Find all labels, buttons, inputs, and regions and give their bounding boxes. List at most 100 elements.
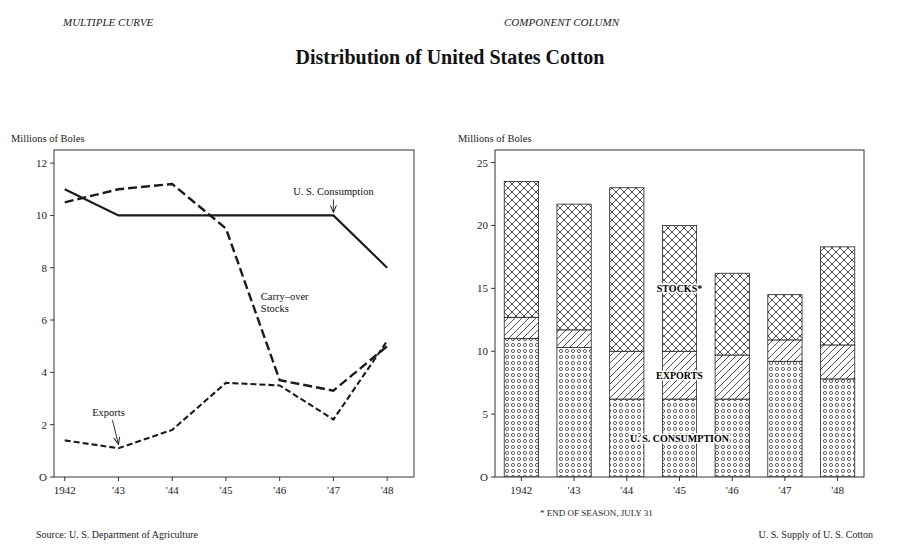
plot-frame bbox=[54, 150, 414, 477]
segment-label: STOCKS* bbox=[657, 283, 702, 294]
text-line: Carry–over bbox=[261, 291, 309, 302]
bar-segment bbox=[504, 317, 538, 338]
y-tick bbox=[491, 225, 495, 226]
bar-segment bbox=[821, 247, 855, 345]
x-tick-label: '46 bbox=[726, 484, 739, 496]
bar-segment bbox=[610, 351, 644, 399]
segment-label: EXPORTS bbox=[656, 370, 703, 381]
x-tick bbox=[387, 477, 388, 481]
x-tick bbox=[64, 477, 65, 481]
bar-segment bbox=[504, 339, 538, 477]
subtitle: MULTIPLE CURVE bbox=[62, 16, 154, 28]
x-tick bbox=[732, 477, 733, 481]
plot-bg bbox=[495, 150, 864, 477]
segment-labels: U. S. CONSUMPTION EXPORTS STOCKS* bbox=[630, 283, 730, 444]
bar-segment bbox=[557, 330, 591, 348]
source-note: U. S. Supply of U. S. Cotton bbox=[759, 529, 873, 540]
y-tick bbox=[50, 163, 54, 164]
y-tick-label: 6 bbox=[42, 314, 48, 326]
bar-segment bbox=[821, 379, 855, 477]
x-tick bbox=[626, 477, 627, 481]
x-axis: 1942 '43 '44 '45 '46 '47 '48 bbox=[510, 477, 844, 496]
x-tick-label: '47 bbox=[327, 484, 340, 496]
lines bbox=[65, 184, 387, 448]
x-tick bbox=[118, 477, 119, 481]
annotation-arrow bbox=[333, 199, 334, 212]
y-axis: O 5 10 15 20 25 bbox=[477, 157, 495, 483]
y-tick-label: 5 bbox=[483, 408, 489, 420]
y-tick bbox=[50, 320, 54, 321]
y-tick bbox=[50, 215, 54, 216]
x-tick-label: 1942 bbox=[54, 484, 76, 496]
y-tick bbox=[491, 162, 495, 163]
y-tick bbox=[50, 477, 54, 478]
y-tick-label: 10 bbox=[477, 345, 489, 357]
annotation: Carry–overStocks bbox=[261, 291, 309, 314]
y-axis-label: Millions of Boles bbox=[11, 133, 85, 144]
bar-segment bbox=[768, 340, 802, 361]
annotations: U. S. Consumption Carry–overStocks Exports bbox=[92, 186, 374, 444]
text-line: Stocks bbox=[261, 303, 289, 314]
y-tick bbox=[491, 288, 495, 289]
bar-segment bbox=[715, 355, 749, 399]
bar-segment bbox=[768, 361, 802, 477]
annotation: U. S. Consumption bbox=[293, 186, 374, 197]
bar-segment bbox=[610, 188, 644, 352]
y-tick bbox=[491, 414, 495, 415]
x-tick-label: '44 bbox=[166, 484, 179, 496]
y-tick-label: 10 bbox=[36, 209, 48, 221]
y-tick bbox=[50, 372, 54, 373]
x-tick-label: '43 bbox=[568, 484, 581, 496]
y-tick bbox=[50, 424, 54, 425]
y-tick-label: 12 bbox=[36, 157, 47, 169]
y-tick bbox=[491, 477, 495, 478]
y-tick-label: 15 bbox=[477, 282, 489, 294]
bar-segment bbox=[504, 181, 538, 317]
plot-frame bbox=[495, 150, 864, 477]
plot-bg bbox=[54, 150, 414, 477]
x-tick bbox=[172, 477, 173, 481]
series-line bbox=[65, 341, 387, 448]
y-tick bbox=[50, 267, 54, 268]
x-tick-label: '44 bbox=[620, 484, 633, 496]
source-note: Source: U. S. Department of Agriculture bbox=[36, 529, 198, 540]
x-tick bbox=[333, 477, 334, 481]
x-tick-label: '48 bbox=[831, 484, 844, 496]
x-tick-label: '48 bbox=[381, 484, 394, 496]
annotation: Exports bbox=[92, 407, 125, 418]
series-line bbox=[65, 189, 387, 267]
footnote: * END OF SEASON, JULY 31 bbox=[540, 508, 653, 518]
y-tick-label: 4 bbox=[42, 366, 48, 378]
bar-segment bbox=[768, 295, 802, 340]
x-tick bbox=[279, 477, 280, 481]
y-tick-label: O bbox=[39, 471, 47, 483]
x-tick bbox=[837, 477, 838, 481]
x-tick bbox=[521, 477, 522, 481]
bar-segment bbox=[557, 347, 591, 477]
series-line bbox=[65, 184, 387, 391]
y-axis: O 2 4 6 8 10 12 bbox=[36, 157, 54, 483]
bar-segment bbox=[715, 273, 749, 355]
subtitle: COMPONENT COLUMN bbox=[504, 16, 620, 28]
x-tick bbox=[679, 477, 680, 481]
x-axis: 1942'43'44'45'46'47'48 bbox=[54, 477, 394, 496]
x-tick-label: '47 bbox=[778, 484, 791, 496]
y-axis-label: Millions of Boles bbox=[458, 133, 532, 144]
x-tick bbox=[574, 477, 575, 481]
y-tick-label: O bbox=[480, 471, 488, 483]
y-tick bbox=[491, 351, 495, 352]
bars bbox=[504, 181, 855, 477]
y-tick-label: 8 bbox=[42, 262, 48, 274]
x-tick bbox=[225, 477, 226, 481]
bar-segment bbox=[557, 204, 591, 330]
x-tick bbox=[784, 477, 785, 481]
y-tick-label: 20 bbox=[477, 219, 489, 231]
x-tick-label: '43 bbox=[112, 484, 125, 496]
x-tick-label: 1942 bbox=[510, 484, 532, 496]
y-tick-label: 2 bbox=[42, 419, 48, 431]
y-tick-label: 25 bbox=[477, 157, 489, 169]
x-tick-label: '45 bbox=[673, 484, 686, 496]
chart-title: Distribution of United States Cotton bbox=[296, 46, 605, 68]
segment-label: U. S. CONSUMPTION bbox=[630, 433, 730, 444]
x-tick-label: '46 bbox=[273, 484, 286, 496]
